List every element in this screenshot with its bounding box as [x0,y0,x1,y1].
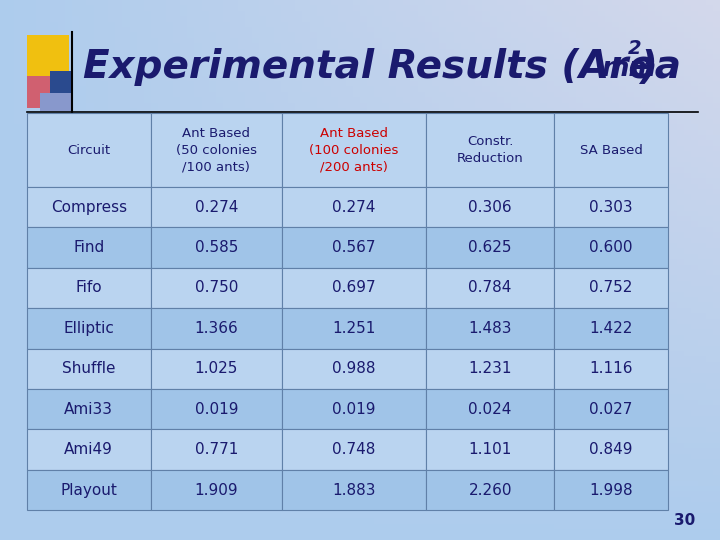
Text: 0.784: 0.784 [469,280,512,295]
Text: 0.567: 0.567 [333,240,376,255]
Text: 0.988: 0.988 [333,361,376,376]
Text: 1.883: 1.883 [333,483,376,497]
Text: 2: 2 [628,39,642,58]
Text: 1.998: 1.998 [589,483,633,497]
Text: 0.306: 0.306 [468,200,512,214]
Text: 1.231: 1.231 [469,361,512,376]
Text: 30: 30 [673,513,695,528]
Text: ): ) [639,49,657,86]
Text: 0.697: 0.697 [333,280,376,295]
Text: 1.422: 1.422 [590,321,633,336]
Text: Fifo: Fifo [76,280,102,295]
Text: SA Based: SA Based [580,144,642,157]
Text: Ant Based
(50 colonies
/100 ants): Ant Based (50 colonies /100 ants) [176,127,257,173]
Text: 0.752: 0.752 [590,280,633,295]
Text: Find: Find [73,240,104,255]
Text: Ami33: Ami33 [64,402,113,417]
Text: Circuit: Circuit [67,144,110,157]
Text: 0.274: 0.274 [333,200,376,214]
Text: 0.748: 0.748 [333,442,376,457]
Text: mm: mm [601,56,656,82]
Text: 0.771: 0.771 [194,442,238,457]
Text: Experimental Results (Area: Experimental Results (Area [83,49,681,86]
Text: 0.600: 0.600 [590,240,633,255]
Text: Ami49: Ami49 [64,442,113,457]
Text: Elliptic: Elliptic [63,321,114,336]
Text: Constr.
Reduction: Constr. Reduction [456,136,523,165]
Text: 0.849: 0.849 [590,442,633,457]
Text: 2.260: 2.260 [469,483,512,497]
Text: 0.585: 0.585 [194,240,238,255]
Text: 0.024: 0.024 [469,402,512,417]
Text: 1.909: 1.909 [194,483,238,497]
Text: 0.750: 0.750 [194,280,238,295]
Text: 1.366: 1.366 [194,321,238,336]
Text: Shuffle: Shuffle [62,361,115,376]
Text: 1.025: 1.025 [194,361,238,376]
Text: Playout: Playout [60,483,117,497]
Text: 0.019: 0.019 [194,402,238,417]
Text: 1.251: 1.251 [333,321,376,336]
Text: 0.303: 0.303 [589,200,633,214]
Text: 0.019: 0.019 [333,402,376,417]
Text: 0.027: 0.027 [590,402,633,417]
Text: 0.625: 0.625 [469,240,512,255]
Text: 1.101: 1.101 [469,442,512,457]
Text: 1.116: 1.116 [590,361,633,376]
Text: 1.483: 1.483 [469,321,512,336]
Text: Compress: Compress [50,200,127,214]
Text: 0.274: 0.274 [194,200,238,214]
Text: Ant Based
(100 colonies
/200 ants): Ant Based (100 colonies /200 ants) [310,127,399,173]
